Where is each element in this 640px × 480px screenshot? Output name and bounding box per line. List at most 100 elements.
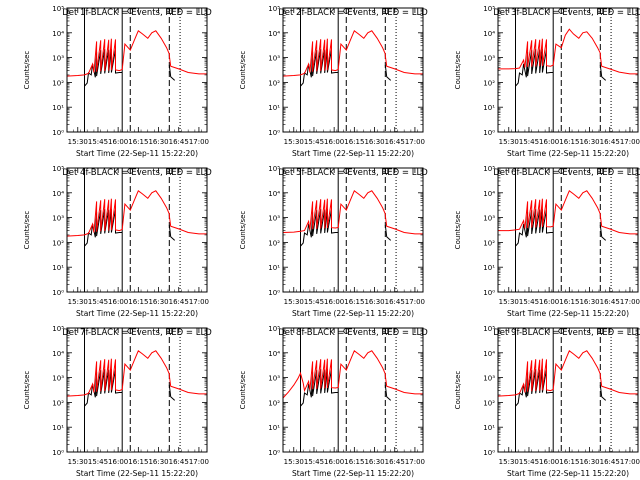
x-tick-label: 15:45 bbox=[88, 298, 108, 306]
events-series-line bbox=[384, 225, 392, 241]
x-axis-label: Start Time (22-Sep-11 15:22:20) bbox=[76, 309, 198, 318]
y-tick-label: 10¹ bbox=[268, 104, 280, 112]
y-tick-label: 10⁵ bbox=[483, 165, 495, 173]
x-tick-label: 17:00 bbox=[189, 138, 209, 146]
lld-series-line bbox=[498, 28, 638, 75]
x-tick-label: 16:00 bbox=[108, 138, 128, 146]
y-tick-label: 10⁵ bbox=[268, 5, 280, 13]
x-tick-label: 17:00 bbox=[189, 298, 209, 306]
x-tick-label: 16:00 bbox=[108, 298, 128, 306]
events-series-line bbox=[384, 65, 392, 81]
lld-series-line bbox=[66, 30, 207, 77]
x-tick-label: 15:30 bbox=[284, 298, 304, 306]
x-tick-label: 16:30 bbox=[364, 138, 384, 146]
x-tick-label: 16:15 bbox=[128, 298, 148, 306]
x-tick-label: 15:30 bbox=[499, 458, 519, 466]
x-tick-label: 16:00 bbox=[324, 458, 344, 466]
x-axis-label: Start Time (22-Sep-11 15:22:20) bbox=[507, 309, 629, 318]
x-tick-label: 16:15 bbox=[128, 458, 148, 466]
x-tick-label: 16:30 bbox=[579, 298, 599, 306]
events-series-line bbox=[599, 65, 607, 81]
y-tick-label: 10⁰ bbox=[483, 289, 495, 297]
x-tick-label: 17:00 bbox=[620, 458, 640, 466]
x-axis-label: Start Time (22-Sep-11 15:22:20) bbox=[292, 149, 414, 158]
detector-panel-6: Det 6f-BLACK = Events, RED = LLD Counts/s… bbox=[454, 165, 640, 318]
panel-title: Det 8f-BLACK = Events, RED = LLD bbox=[278, 328, 428, 338]
x-tick-label: 16:45 bbox=[600, 458, 620, 466]
y-axis-label: Counts/sec bbox=[23, 211, 31, 250]
plot-frame bbox=[497, 327, 639, 453]
panel-title: Det 2f-BLACK = Events, RED = LLD bbox=[278, 8, 428, 18]
y-tick-label: 10¹ bbox=[52, 264, 64, 272]
y-tick-label: 10⁵ bbox=[52, 5, 64, 13]
x-tick-label: 16:45 bbox=[600, 138, 620, 146]
y-tick-label: 10² bbox=[483, 79, 495, 87]
x-tick-label: 15:30 bbox=[499, 298, 519, 306]
x-tick-label: 16:15 bbox=[559, 138, 579, 146]
y-tick-label: 10² bbox=[483, 239, 495, 247]
y-axis-label: Counts/sec bbox=[454, 51, 462, 90]
y-tick-label: 10¹ bbox=[483, 424, 495, 432]
x-tick-label: 15:30 bbox=[284, 138, 304, 146]
x-tick-label: 16:30 bbox=[579, 458, 599, 466]
detector-panel-3: Det 3f-BLACK = Events, RED = LLD Counts/s… bbox=[454, 5, 640, 158]
plot-frame bbox=[497, 167, 639, 293]
events-series-line bbox=[300, 49, 339, 87]
lld-series-line bbox=[66, 190, 207, 237]
y-tick-label: 10¹ bbox=[52, 104, 64, 112]
y-tick-label: 10³ bbox=[483, 375, 495, 383]
x-tick-label: 16:00 bbox=[539, 138, 559, 146]
x-axis-label: Start Time (22-Sep-11 15:22:20) bbox=[76, 469, 198, 478]
events-series-line bbox=[300, 209, 339, 247]
y-tick-label: 10⁵ bbox=[483, 325, 495, 333]
y-tick-label: 10¹ bbox=[268, 264, 280, 272]
x-tick-label: 15:45 bbox=[304, 458, 324, 466]
x-tick-label: 16:45 bbox=[385, 458, 405, 466]
events-series-line bbox=[384, 385, 392, 401]
detector-panel-9: Det 9f-BLACK = Events, RED = LLD Counts/s… bbox=[454, 325, 640, 478]
x-axis-label: Start Time (22-Sep-11 15:22:20) bbox=[292, 469, 414, 478]
x-tick-label: 16:45 bbox=[385, 138, 405, 146]
x-tick-label: 16:45 bbox=[169, 138, 189, 146]
y-tick-label: 10³ bbox=[483, 215, 495, 223]
x-tick-label: 15:45 bbox=[304, 138, 324, 146]
y-tick-label: 10² bbox=[268, 239, 280, 247]
y-tick-label: 10⁴ bbox=[52, 30, 64, 38]
x-tick-label: 16:45 bbox=[385, 298, 405, 306]
x-tick-label: 16:45 bbox=[169, 298, 189, 306]
plot-frame bbox=[497, 7, 639, 133]
x-axis-label: Start Time (22-Sep-11 15:22:20) bbox=[507, 149, 629, 158]
y-axis-label: Counts/sec bbox=[23, 371, 31, 410]
x-tick-label: 15:30 bbox=[284, 458, 304, 466]
x-tick-label: 16:00 bbox=[108, 458, 128, 466]
x-tick-label: 16:00 bbox=[539, 458, 559, 466]
y-tick-label: 10⁰ bbox=[268, 129, 280, 137]
y-tick-label: 10⁴ bbox=[268, 30, 280, 38]
x-tick-label: 16:45 bbox=[600, 298, 620, 306]
x-tick-label: 17:00 bbox=[405, 138, 425, 146]
y-tick-label: 10² bbox=[483, 399, 495, 407]
x-tick-label: 16:00 bbox=[324, 298, 344, 306]
x-tick-label: 15:45 bbox=[88, 458, 108, 466]
y-tick-label: 10³ bbox=[268, 215, 280, 223]
lld-series-line bbox=[282, 30, 423, 77]
events-series-line bbox=[599, 225, 607, 241]
y-axis-label: Counts/sec bbox=[23, 51, 31, 90]
y-tick-label: 10² bbox=[268, 79, 280, 87]
x-tick-label: 17:00 bbox=[620, 298, 640, 306]
panel-title: Det 6f-BLACK = Events, RED = LLD bbox=[493, 168, 640, 178]
x-tick-label: 15:30 bbox=[68, 138, 88, 146]
x-tick-label: 16:15 bbox=[559, 298, 579, 306]
plot-frame bbox=[282, 327, 424, 453]
events-series-line bbox=[300, 369, 339, 407]
detector-panel-7: Det 7f-BLACK = Events, RED = LLD Counts/s… bbox=[23, 325, 212, 478]
y-tick-label: 10⁵ bbox=[52, 165, 64, 173]
events-series-line bbox=[168, 225, 176, 241]
x-tick-label: 15:30 bbox=[68, 458, 88, 466]
y-tick-label: 10⁵ bbox=[268, 165, 280, 173]
x-tick-label: 16:30 bbox=[364, 298, 384, 306]
x-tick-label: 17:00 bbox=[405, 298, 425, 306]
y-axis-label: Counts/sec bbox=[454, 371, 462, 410]
y-tick-label: 10⁴ bbox=[483, 30, 495, 38]
